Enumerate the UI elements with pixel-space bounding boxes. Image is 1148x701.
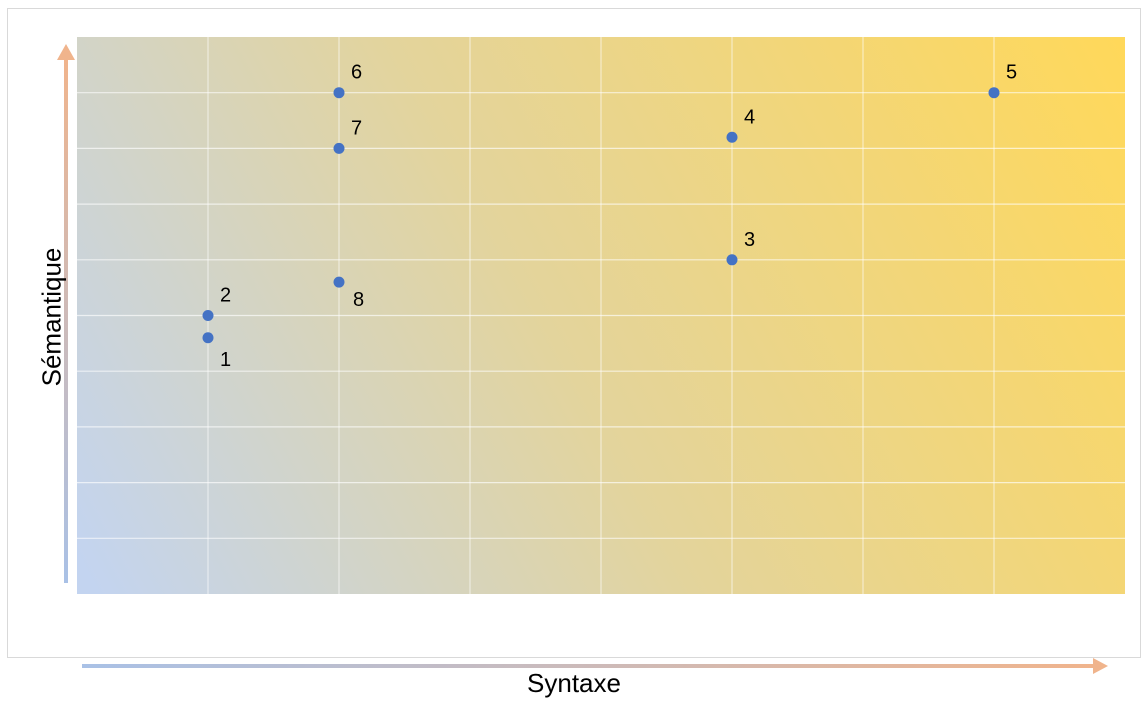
data-point-4 [726, 131, 738, 143]
data-label-5: 5 [1006, 62, 1017, 84]
y-axis-title: Sémantique [36, 247, 67, 387]
x-axis-title: Syntaxe [527, 668, 621, 698]
y-axis-arrow [57, 44, 75, 583]
data-label-7: 7 [351, 117, 362, 139]
data-point-5 [988, 87, 1000, 99]
data-label-4: 4 [744, 106, 755, 128]
data-label-1: 1 [220, 349, 231, 371]
x-axis-arrow [82, 658, 1108, 674]
data-point-1 [202, 332, 214, 344]
data-point-3 [726, 254, 738, 266]
grid-lines [77, 37, 1125, 594]
data-label-6: 6 [351, 62, 362, 84]
data-points: 1 2 3 4 5 6 7 8 [202, 62, 1017, 371]
data-label-8: 8 [353, 289, 364, 311]
data-label-3: 3 [744, 229, 755, 251]
data-point-2 [202, 310, 214, 321]
data-label-2: 2 [220, 285, 231, 307]
data-point-7 [333, 142, 345, 154]
data-point-8 [333, 276, 345, 288]
data-point-6 [333, 87, 345, 99]
